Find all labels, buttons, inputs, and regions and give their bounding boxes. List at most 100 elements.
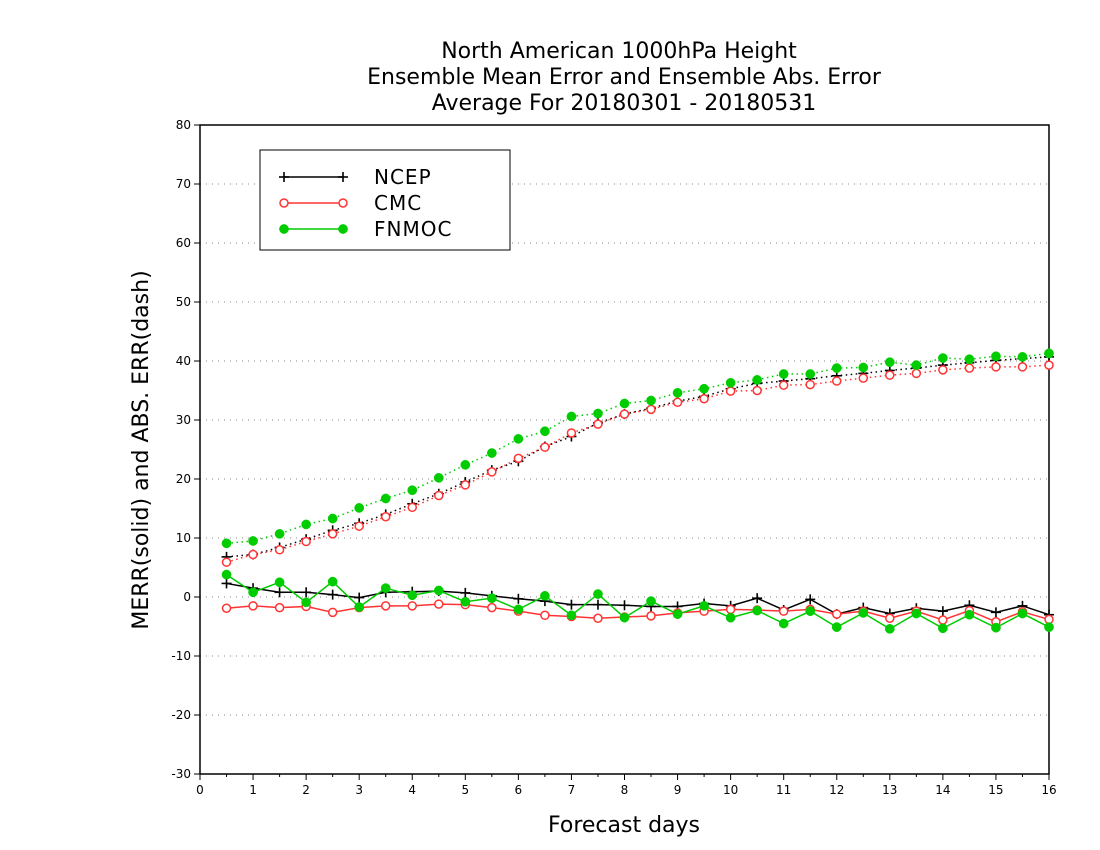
- series-fnmoc-merr-point: [672, 609, 683, 619]
- series-ncep-merr-line: [226, 582, 1050, 616]
- legend-item-ncep: NCEP: [279, 165, 432, 189]
- x-tick-label: 6: [515, 783, 523, 797]
- series-cmc-merr-point: [380, 601, 391, 611]
- series-fnmoc-merr-point: [513, 604, 524, 615]
- series-ncep-merr-point: [274, 587, 285, 598]
- series-fnmoc-merr-point: [646, 596, 656, 606]
- series-fnmoc-abs-err-point: [354, 503, 365, 513]
- series-cmc-abs-err-point: [752, 385, 762, 396]
- series-fnmoc-abs-err-point: [327, 513, 338, 524]
- series-fnmoc-merr-point: [619, 612, 630, 623]
- series-cmc-abs-err-point: [354, 521, 364, 531]
- x-tick-label: 12: [829, 783, 844, 797]
- series-fnmoc-merr-point: [884, 624, 895, 634]
- series-cmc-abs-err-point: [964, 363, 975, 373]
- series-cmc-merr-point: [778, 606, 789, 616]
- title-line-3: Average For 20180301 - 20180531: [432, 91, 817, 116]
- series-cmc-abs-err-point: [434, 490, 444, 501]
- series-cmc-abs-err-point: [487, 467, 497, 477]
- series-fnmoc-merr-point: [911, 608, 922, 619]
- series-cmc-merr-point: [646, 611, 656, 621]
- series-fnmoc-abs-err-point: [991, 351, 1001, 362]
- series-fnmoc-merr-point: [1017, 608, 1028, 619]
- series-fnmoc-abs-err-point: [884, 357, 895, 368]
- series-fnmoc-merr-point: [354, 602, 365, 612]
- y-tick-label: 10: [176, 531, 191, 545]
- series-cmc-abs-err-point: [646, 404, 656, 415]
- series-cmc-abs-err-point: [221, 557, 232, 567]
- series-fnmoc: [221, 348, 1054, 634]
- series-fnmoc-abs-err-point: [911, 360, 922, 370]
- series-fnmoc-merr-point: [831, 622, 842, 632]
- series-fnmoc-merr-point: [938, 623, 948, 634]
- x-tick-label: 8: [621, 783, 629, 797]
- series-ncep-merr-point: [937, 606, 948, 617]
- series-fnmoc-abs-err-point: [752, 375, 763, 385]
- series-cmc-abs-err-point: [858, 373, 869, 383]
- series-fnmoc-abs-err-point: [593, 408, 603, 419]
- series-cmc-abs-err-point: [885, 370, 895, 380]
- series-cmc-merr-point: [434, 599, 444, 609]
- series-fnmoc-abs-err-point: [619, 398, 630, 409]
- y-tick-label: 70: [176, 177, 191, 191]
- y-tick-label: 60: [176, 236, 191, 250]
- series-fnmoc-abs-err-point: [540, 426, 550, 437]
- series-cmc-merr-point: [832, 609, 842, 619]
- series-ncep-abs-err-line: [226, 356, 1050, 558]
- series-cmc-abs-err-point: [938, 365, 948, 375]
- y-tick-label: -30: [171, 767, 191, 781]
- series-fnmoc-merr-point: [433, 585, 444, 596]
- x-tick-label: 1: [249, 783, 257, 797]
- y-tick-label: 20: [176, 472, 191, 486]
- y-tick-label: 0: [183, 590, 191, 604]
- series-cmc-merr-point: [540, 610, 550, 621]
- y-tick-label: 50: [176, 295, 191, 309]
- series-fnmoc-abs-err-point: [301, 519, 311, 530]
- legend-swatch-marker: [338, 172, 348, 182]
- series-ncep-merr-point: [752, 593, 763, 604]
- series-cmc-abs-err-point: [911, 368, 922, 379]
- series-fnmoc-abs-err-point: [407, 485, 418, 496]
- series-fnmoc-abs-err-point: [778, 369, 789, 379]
- x-tick-label: 2: [302, 783, 310, 797]
- series-fnmoc-merr-point: [460, 596, 471, 607]
- series-cmc-merr-point: [1044, 614, 1054, 625]
- series-fnmoc-merr-point: [274, 577, 285, 588]
- x-tick-label: 11: [776, 783, 791, 797]
- series-fnmoc-abs-err-point: [566, 411, 577, 422]
- series-fnmoc-abs-err-point: [433, 472, 444, 483]
- series-cmc-abs-err-point: [513, 453, 524, 464]
- legend-swatch-marker: [279, 172, 289, 182]
- series-fnmoc-merr-point: [725, 612, 736, 623]
- series-cmc-merr-point: [274, 602, 285, 613]
- x-tick-label: 4: [408, 783, 416, 797]
- series-fnmoc-abs-err-point: [1017, 352, 1028, 362]
- series-fnmoc-abs-err-point: [380, 493, 391, 504]
- series-fnmoc-merr-point: [540, 590, 550, 601]
- x-tick-label: 3: [355, 783, 363, 797]
- series-fnmoc-abs-err-point: [274, 529, 285, 539]
- legend-swatch-marker: [338, 224, 348, 234]
- series-cmc-abs-err-point: [805, 379, 815, 390]
- series-fnmoc-merr-point: [805, 606, 816, 617]
- series-fnmoc-abs-err-point: [672, 388, 683, 398]
- series-cmc-merr-point: [248, 601, 258, 611]
- legend-label-ncep: NCEP: [374, 165, 432, 189]
- series-ncep-merr-point: [460, 587, 471, 598]
- series-fnmoc-merr-point: [699, 601, 709, 611]
- series-cmc-abs-err-point: [407, 502, 417, 513]
- series-fnmoc-abs-err-point: [460, 459, 471, 470]
- series-fnmoc-merr-point: [964, 609, 975, 620]
- series-cmc-abs-err-point: [593, 419, 603, 429]
- series-fnmoc-merr-point: [1044, 622, 1054, 632]
- series-fnmoc-abs-err-point: [938, 353, 948, 363]
- legend-swatch-marker: [279, 224, 289, 234]
- y-tick-label: 30: [176, 413, 191, 427]
- legend-box: [259, 149, 511, 251]
- series-cmc-merr-point: [407, 601, 417, 611]
- series-fnmoc-merr-point: [248, 587, 258, 598]
- series-cmc: [221, 360, 1054, 627]
- chart-title: North American 1000hPa Height Ensemble M…: [367, 39, 882, 116]
- series-fnmoc-merr-point: [327, 576, 338, 587]
